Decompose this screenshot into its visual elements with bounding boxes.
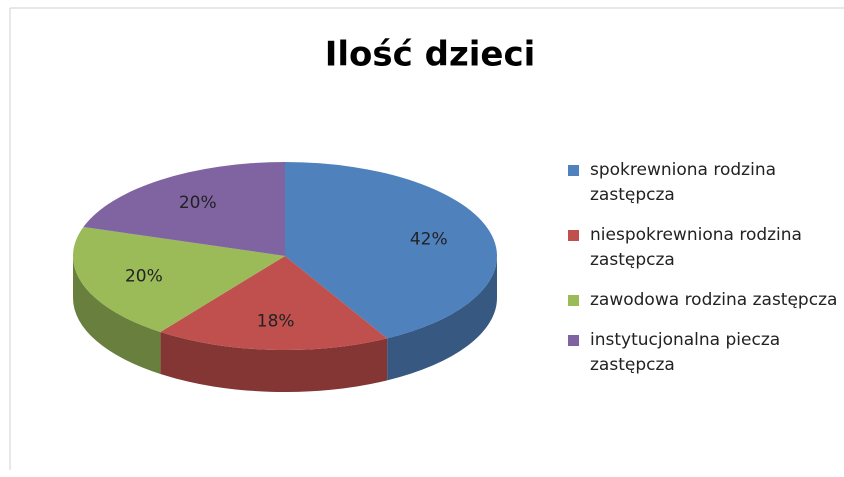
data-label: 20%: [179, 193, 217, 213]
slice: [160, 256, 388, 350]
legend-swatch: [568, 230, 579, 241]
legend-entry: zawodowa rodzina zastępcza: [568, 288, 840, 313]
legend-label: instytucjonalna piecza zastępcza: [590, 330, 781, 375]
legend-label: spokrewniona rodzina zastępcza: [590, 160, 777, 205]
legend-entry: instytucjonalna piecza zastępcza: [568, 328, 840, 378]
legend-label: niespokrewniona rodzina zastępcza: [590, 225, 802, 270]
slice-side: [160, 332, 388, 392]
data-label: 18%: [257, 312, 295, 332]
slice: [72, 226, 285, 333]
slice-side: [387, 256, 497, 381]
legend-swatch: [568, 165, 579, 176]
legend-label: zawodowa rodzina zastępcza: [590, 290, 838, 310]
slice: [285, 161, 498, 339]
legend-entry: spokrewniona rodzina zastępcza: [568, 158, 840, 208]
legend-swatch: [568, 295, 579, 306]
data-label: 42%: [410, 230, 448, 250]
slice: [83, 162, 285, 256]
slice-side: [73, 256, 161, 375]
data-label: 20%: [125, 266, 163, 286]
chart-title: Ilość dzieci: [325, 35, 536, 75]
legend-entry: niespokrewniona rodzina zastępcza: [568, 223, 840, 273]
legend-swatch: [568, 335, 579, 346]
legend: spokrewniona rodzina zastępcza niespokrew…: [568, 158, 840, 393]
